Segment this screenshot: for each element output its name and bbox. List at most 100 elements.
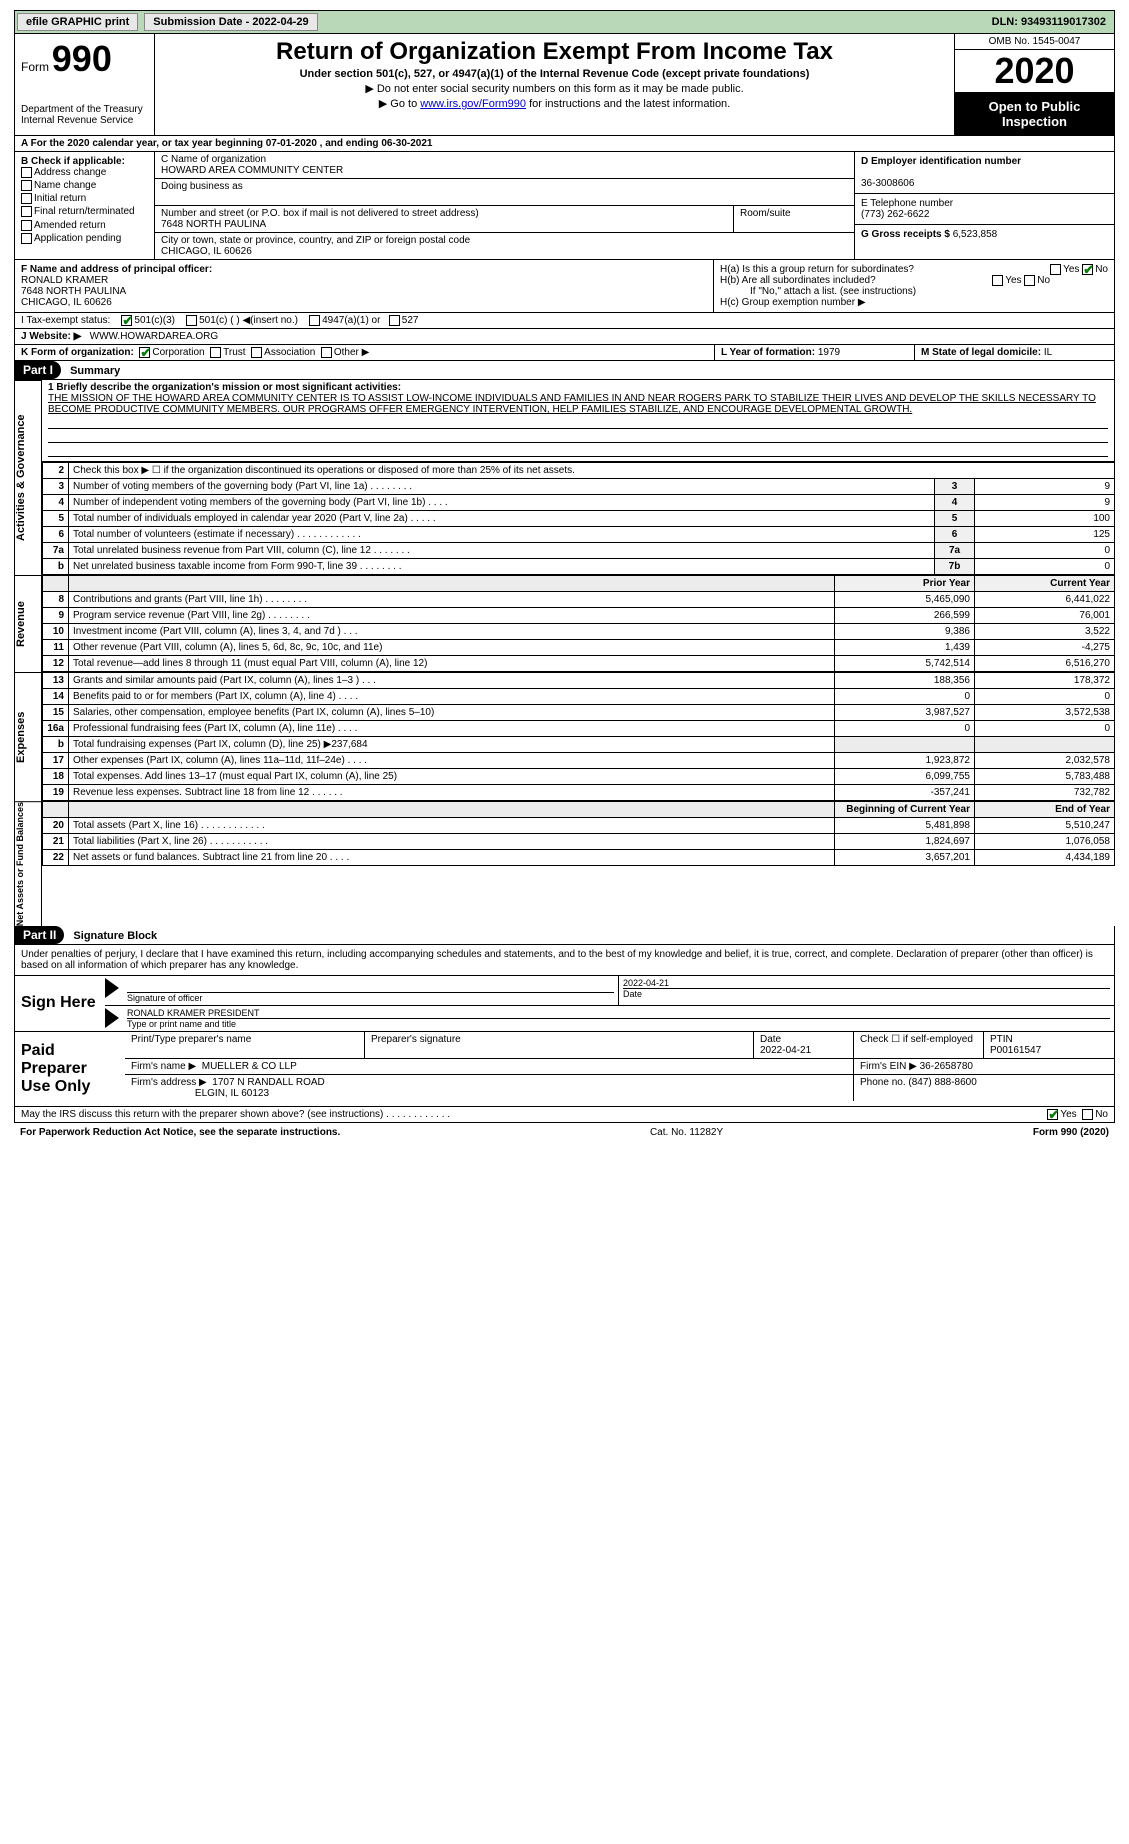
- l-label: L Year of formation:: [721, 347, 815, 358]
- ha-no[interactable]: [1082, 264, 1093, 275]
- k-other[interactable]: [321, 347, 332, 358]
- hb-yes[interactable]: [992, 275, 1003, 286]
- i-527[interactable]: [389, 315, 400, 326]
- firm-name: MUELLER & CO LLP: [202, 1061, 297, 1072]
- goto-line: ▶ Go to www.irs.gov/Form990 for instruct…: [163, 97, 946, 110]
- signature-intro: Under penalties of perjury, I declare th…: [14, 945, 1115, 976]
- i-501c3[interactable]: [121, 315, 132, 326]
- part1-badge: Part I: [15, 361, 61, 379]
- f-addr2: CHICAGO, IL 60626: [21, 297, 112, 308]
- hb-no[interactable]: [1024, 275, 1035, 286]
- efile-button[interactable]: efile GRAPHIC print: [17, 13, 138, 31]
- officer-name: RONALD KRAMER PRESIDENT: [127, 1008, 1110, 1018]
- chk-application-pending[interactable]: Application pending: [21, 233, 148, 244]
- sign-here-block: Sign Here Signature of officer 2022-04-2…: [14, 976, 1115, 1032]
- sign-here-label: Sign Here: [15, 976, 105, 1031]
- irs-label: Internal Revenue Service: [21, 115, 148, 126]
- c-room-label: Room/suite: [734, 206, 854, 232]
- omb-number: OMB No. 1545-0047: [955, 34, 1114, 50]
- discuss-yes[interactable]: [1047, 1109, 1058, 1120]
- part1-title: Summary: [64, 363, 126, 379]
- c-org-name: HOWARD AREA COMMUNITY CENTER: [161, 165, 343, 176]
- p-date: 2022-04-21: [760, 1045, 811, 1056]
- table-row: 17Other expenses (Part IX, column (A), l…: [43, 753, 1115, 769]
- row-i: I Tax-exempt status: 501(c)(3) 501(c) ( …: [14, 313, 1115, 329]
- d-label: D Employer identification number: [861, 156, 1021, 167]
- firm-ein: 36-2658780: [920, 1061, 973, 1072]
- row-a-period: A For the 2020 calendar year, or tax yea…: [14, 136, 1115, 152]
- discuss-no[interactable]: [1082, 1109, 1093, 1120]
- p-date-label: Date: [760, 1034, 781, 1045]
- d-ein: 36-3008606: [861, 178, 914, 189]
- discuss-row: May the IRS discuss this return with the…: [14, 1107, 1115, 1123]
- chk-address-change[interactable]: Address change: [21, 167, 148, 178]
- dln-text: DLN: 93493119017302: [992, 16, 1112, 28]
- table-row: 18Total expenses. Add lines 13–17 (must …: [43, 769, 1115, 785]
- revenue-table: Prior Year Current Year 8Contributions a…: [42, 575, 1115, 672]
- side-revenue: Revenue: [14, 575, 42, 672]
- section-fh: F Name and address of principal officer:…: [14, 260, 1115, 313]
- sig-officer-label: Signature of officer: [127, 992, 614, 1003]
- m-value: IL: [1044, 347, 1052, 358]
- table-row: 8Contributions and grants (Part VIII, li…: [43, 592, 1115, 608]
- k-assoc[interactable]: [251, 347, 262, 358]
- ssn-warning: ▶ Do not enter social security numbers o…: [163, 82, 946, 95]
- type-name-label: Type or print name and title: [127, 1018, 1110, 1029]
- table-row: 9Program service revenue (Part VIII, lin…: [43, 608, 1115, 624]
- governance-table: 2Check this box ▶ ☐ if the organization …: [42, 462, 1115, 575]
- c-city-label: City or town, state or province, country…: [161, 235, 470, 246]
- table-row: 6Total number of volunteers (estimate if…: [43, 527, 1115, 543]
- c-city: CHICAGO, IL 60626: [161, 246, 252, 257]
- j-website: WWW.HOWARDAREA.ORG: [90, 331, 219, 342]
- ha-yes[interactable]: [1050, 264, 1061, 275]
- b-title: B Check if applicable:: [21, 156, 125, 167]
- chk-amended-return[interactable]: Amended return: [21, 220, 148, 231]
- footer-left: For Paperwork Reduction Act Notice, see …: [20, 1127, 340, 1138]
- table-row: 20Total assets (Part X, line 16) . . . .…: [43, 818, 1115, 834]
- form-number: 990: [52, 38, 112, 79]
- table-row: 21Total liabilities (Part X, line 26) . …: [43, 834, 1115, 850]
- c-dba-label: Doing business as: [161, 181, 243, 192]
- table-row: 12Total revenue—add lines 8 through 11 (…: [43, 656, 1115, 672]
- table-row: 19Revenue less expenses. Subtract line 1…: [43, 785, 1115, 801]
- arrow-icon: [105, 978, 119, 998]
- tax-year: 2020: [955, 50, 1114, 93]
- arrow-icon: [105, 1008, 119, 1028]
- hb-note: If "No," attach a list. (see instruction…: [720, 286, 1108, 297]
- l-value: 1979: [818, 347, 840, 358]
- i-4947[interactable]: [309, 315, 320, 326]
- table-row: bTotal fundraising expenses (Part IX, co…: [43, 737, 1115, 753]
- f-addr1: 7648 NORTH PAULINA: [21, 286, 126, 297]
- i-501c[interactable]: [186, 315, 197, 326]
- k-corp[interactable]: [139, 347, 150, 358]
- k-trust[interactable]: [210, 347, 221, 358]
- g-label: G Gross receipts $: [861, 229, 950, 240]
- chk-initial-return[interactable]: Initial return: [21, 193, 148, 204]
- firm-phone-label: Phone no.: [860, 1077, 906, 1088]
- irs-link[interactable]: www.irs.gov/Form990: [420, 98, 526, 110]
- part2-badge: Part II: [15, 926, 64, 944]
- section-bcdeg: B Check if applicable: Address change Na…: [14, 152, 1115, 260]
- ptin: P00161547: [990, 1045, 1041, 1056]
- table-row: bNet unrelated business taxable income f…: [43, 559, 1115, 575]
- form-subtitle: Under section 501(c), 527, or 4947(a)(1)…: [163, 68, 946, 80]
- chk-name-change[interactable]: Name change: [21, 180, 148, 191]
- netassets-table: Beginning of Current Year End of Year 20…: [42, 801, 1115, 866]
- form-header: Form 990 Department of the Treasury Inte…: [14, 34, 1115, 136]
- table-row: 16aProfessional fundraising fees (Part I…: [43, 721, 1115, 737]
- hc-label: H(c) Group exemption number ▶: [720, 297, 1108, 308]
- part2-header-row: Part II Signature Block: [14, 926, 1115, 945]
- submission-date-button[interactable]: Submission Date - 2022-04-29: [144, 13, 317, 31]
- table-row: 5Total number of individuals employed in…: [43, 511, 1115, 527]
- side-expenses: Expenses: [14, 672, 42, 801]
- part2-title: Signature Block: [67, 928, 163, 944]
- chk-final-return[interactable]: Final return/terminated: [21, 206, 148, 217]
- date-label: Date: [623, 988, 1110, 999]
- firm-addr-label: Firm's address ▶: [131, 1077, 207, 1088]
- c-addr: 7648 NORTH PAULINA: [161, 219, 266, 230]
- open-to-public: Open to Public Inspection: [955, 93, 1114, 135]
- p-check[interactable]: Check ☐ if self-employed: [860, 1034, 973, 1045]
- page-footer: For Paperwork Reduction Act Notice, see …: [14, 1123, 1115, 1142]
- hb-label: H(b) Are all subordinates included?: [720, 275, 876, 286]
- footer-right: Form 990 (2020): [1033, 1127, 1109, 1138]
